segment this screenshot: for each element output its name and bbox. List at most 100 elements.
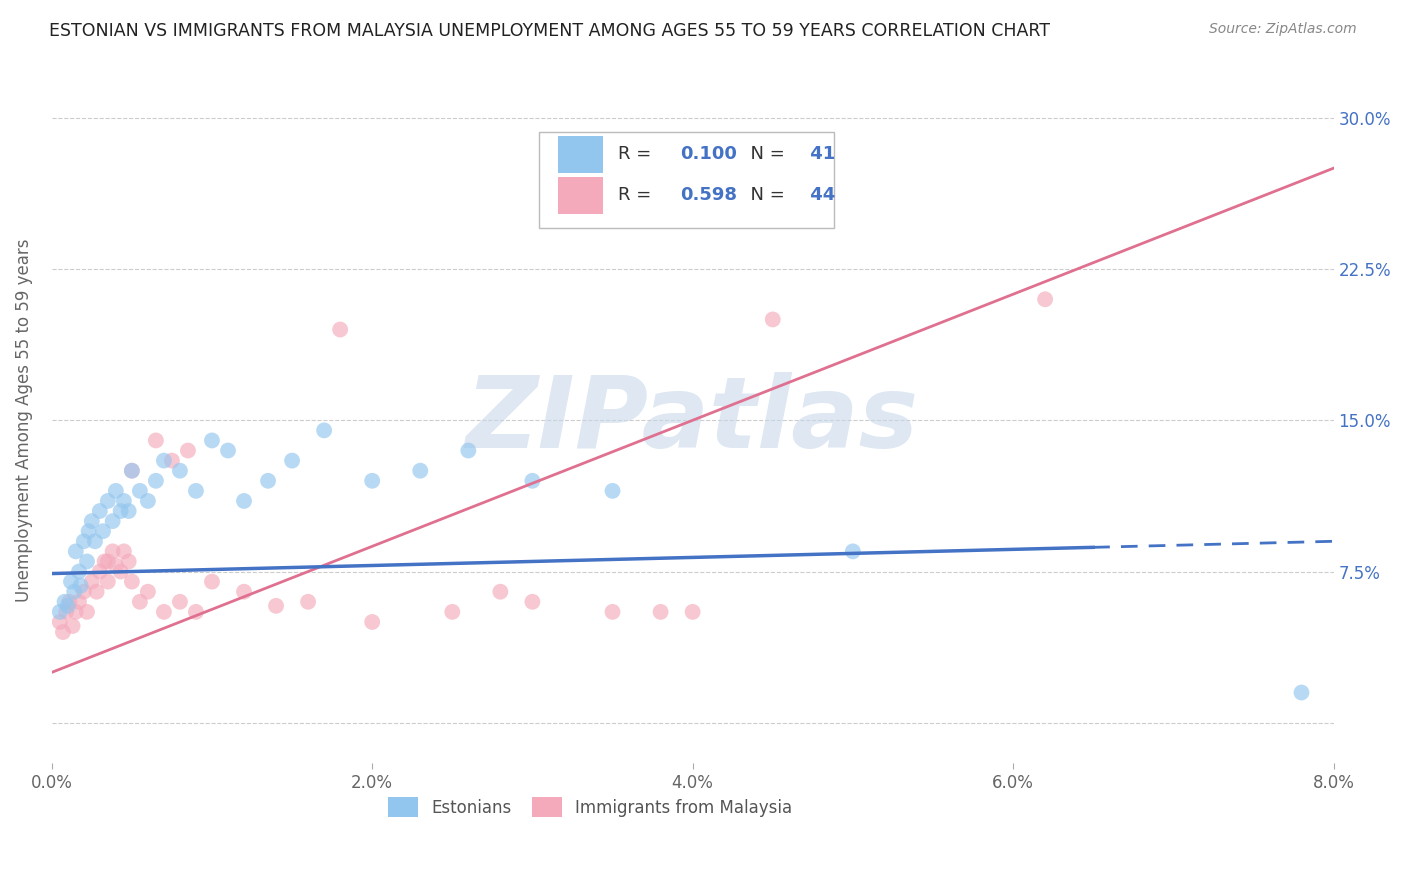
Point — [97, 554, 120, 568]
Point — [169, 464, 191, 478]
Point — [257, 474, 280, 488]
Point — [169, 595, 191, 609]
Point — [118, 554, 141, 568]
Point — [73, 584, 96, 599]
Point — [110, 504, 132, 518]
Point — [112, 494, 135, 508]
Point — [682, 605, 704, 619]
Point — [1291, 685, 1313, 699]
Point — [762, 312, 785, 326]
Point — [80, 514, 103, 528]
Point — [522, 474, 544, 488]
Point — [145, 434, 167, 448]
Point — [201, 574, 224, 589]
Point — [145, 474, 167, 488]
Point — [489, 584, 512, 599]
Point — [136, 584, 159, 599]
Point — [69, 579, 91, 593]
Point — [89, 504, 111, 518]
Point — [1033, 293, 1056, 307]
Point — [63, 584, 86, 599]
Point — [89, 565, 111, 579]
Text: R =: R = — [619, 145, 657, 163]
Point — [136, 494, 159, 508]
Point — [80, 574, 103, 589]
Point — [602, 483, 624, 498]
Point — [56, 599, 79, 613]
Point — [441, 605, 464, 619]
Point — [73, 534, 96, 549]
FancyBboxPatch shape — [538, 132, 834, 228]
Text: 41: 41 — [804, 145, 835, 163]
Point — [160, 453, 183, 467]
Point — [409, 464, 432, 478]
Point — [602, 605, 624, 619]
Point — [842, 544, 865, 558]
Point — [97, 574, 120, 589]
Point — [101, 544, 124, 558]
Point — [281, 453, 304, 467]
Legend: Estonians, Immigrants from Malaysia: Estonians, Immigrants from Malaysia — [381, 791, 799, 823]
Text: 0.598: 0.598 — [681, 186, 737, 204]
Point — [67, 565, 90, 579]
Point — [86, 584, 108, 599]
Point — [184, 483, 207, 498]
Point — [76, 605, 98, 619]
Point — [49, 605, 72, 619]
Point — [233, 584, 256, 599]
Point — [59, 574, 82, 589]
FancyBboxPatch shape — [558, 136, 603, 173]
Point — [76, 554, 98, 568]
Point — [201, 434, 224, 448]
Point — [52, 625, 75, 640]
Point — [67, 595, 90, 609]
Text: ZIPatlas: ZIPatlas — [465, 372, 920, 469]
Point — [104, 483, 127, 498]
Point — [53, 595, 76, 609]
Point — [65, 605, 87, 619]
Point — [110, 565, 132, 579]
Point — [297, 595, 319, 609]
Point — [97, 494, 120, 508]
Text: N =: N = — [738, 186, 790, 204]
Point — [121, 574, 143, 589]
Point — [184, 605, 207, 619]
Point — [128, 595, 150, 609]
Point — [153, 453, 176, 467]
Point — [112, 544, 135, 558]
Point — [62, 619, 84, 633]
Point — [329, 322, 352, 336]
Point — [118, 504, 141, 518]
Text: N =: N = — [738, 145, 790, 163]
Point — [84, 534, 107, 549]
FancyBboxPatch shape — [558, 177, 603, 214]
Point — [49, 615, 72, 629]
Point — [153, 605, 176, 619]
Point — [93, 554, 115, 568]
Text: 0.100: 0.100 — [681, 145, 737, 163]
Point — [101, 514, 124, 528]
Text: 44: 44 — [804, 186, 835, 204]
Text: R =: R = — [619, 186, 657, 204]
Point — [217, 443, 239, 458]
Point — [361, 474, 384, 488]
Point — [457, 443, 479, 458]
Point — [522, 595, 544, 609]
Text: Source: ZipAtlas.com: Source: ZipAtlas.com — [1209, 22, 1357, 37]
Point — [65, 544, 87, 558]
Point — [128, 483, 150, 498]
Point — [264, 599, 287, 613]
Text: ESTONIAN VS IMMIGRANTS FROM MALAYSIA UNEMPLOYMENT AMONG AGES 55 TO 59 YEARS CORR: ESTONIAN VS IMMIGRANTS FROM MALAYSIA UNE… — [49, 22, 1050, 40]
Point — [58, 595, 80, 609]
Point — [55, 605, 77, 619]
Point — [121, 464, 143, 478]
Point — [361, 615, 384, 629]
Y-axis label: Unemployment Among Ages 55 to 59 years: Unemployment Among Ages 55 to 59 years — [15, 238, 32, 602]
Point — [314, 423, 336, 437]
Point — [177, 443, 200, 458]
Point — [91, 524, 114, 539]
Point — [650, 605, 672, 619]
Point — [233, 494, 256, 508]
Point — [121, 464, 143, 478]
Point — [77, 524, 100, 539]
